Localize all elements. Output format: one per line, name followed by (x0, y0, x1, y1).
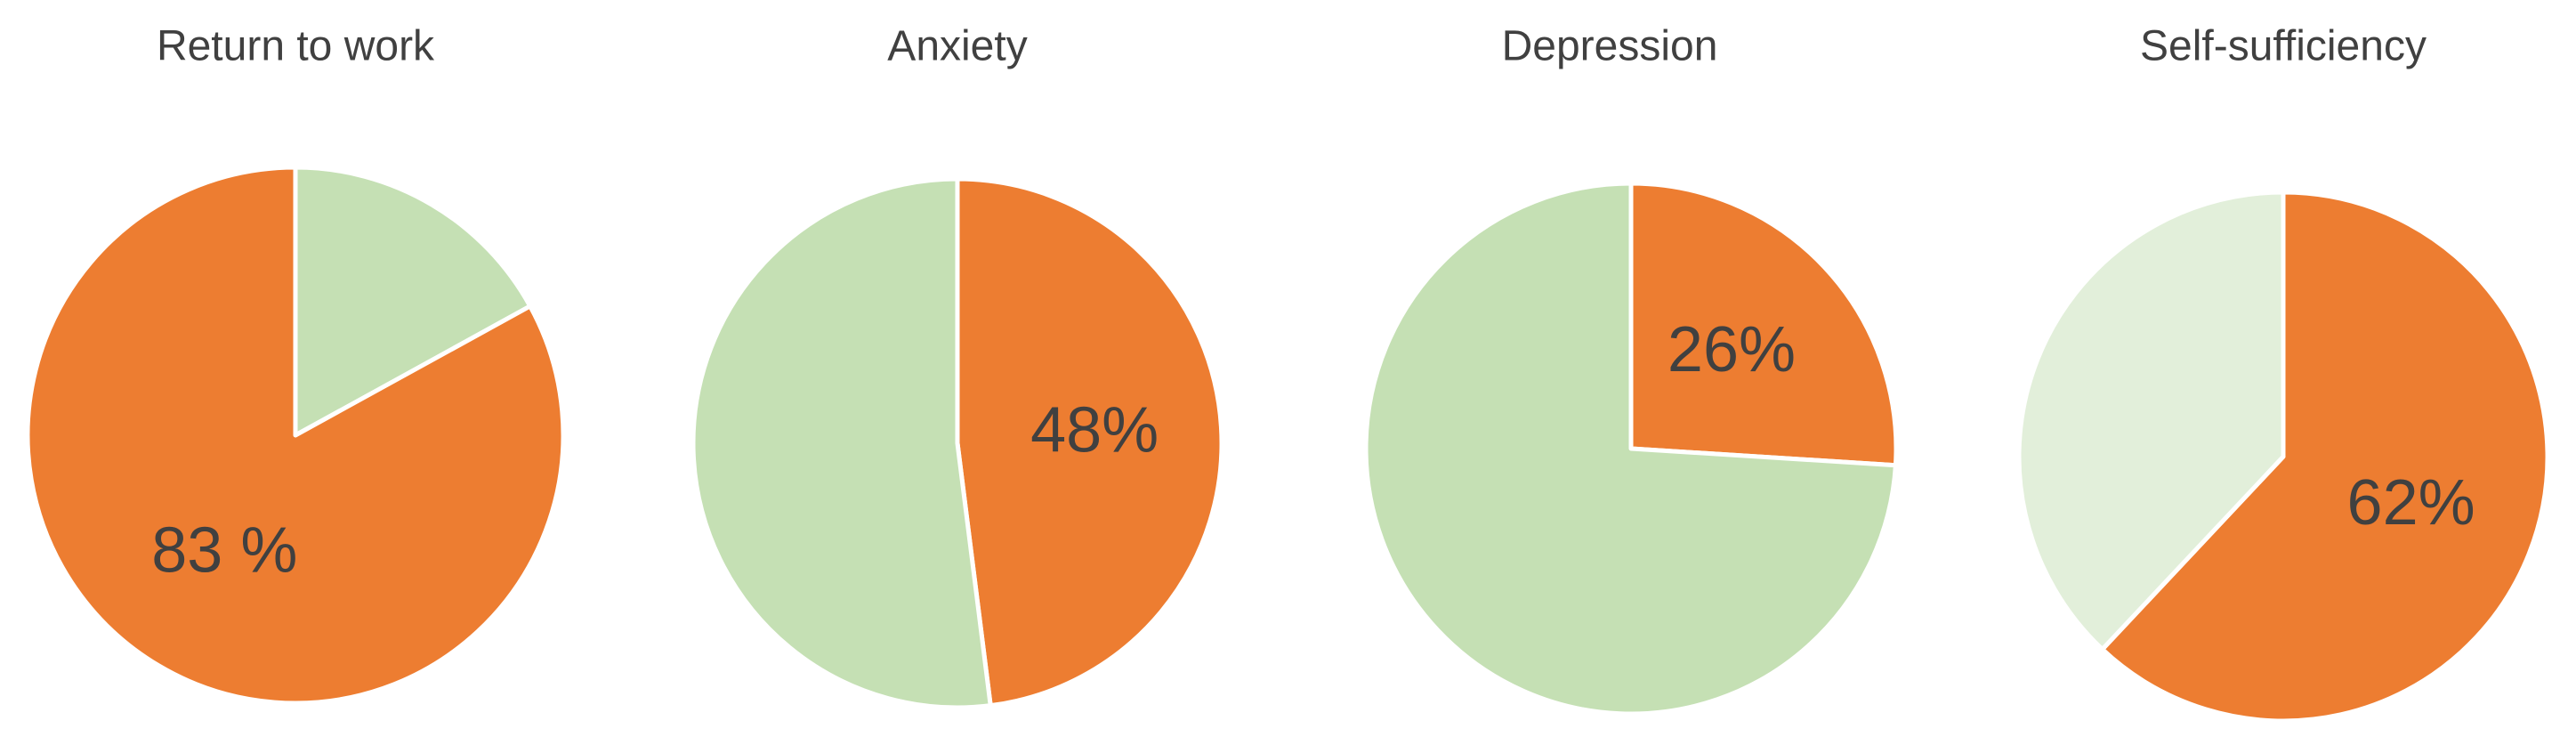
pie-slice (2100, 190, 2550, 724)
value-label: 26% (1668, 314, 1796, 385)
pie-slice (293, 165, 533, 438)
value-label: 83 % (151, 515, 297, 587)
pie-slice (1363, 181, 1898, 717)
chart-title: Depression (1502, 23, 1718, 70)
pie-slice (1628, 181, 1899, 468)
pie-slice (2016, 190, 2286, 652)
pie-slice (690, 176, 993, 710)
chart-title: Return to work (157, 23, 435, 70)
chart-title: Self-sufficiency (2140, 23, 2427, 70)
chart-title: Anxiety (887, 23, 1027, 70)
value-label: 62% (2347, 467, 2475, 539)
value-label: 48% (1030, 394, 1159, 466)
pie-slice (955, 176, 1224, 709)
pie-slice (25, 165, 566, 706)
